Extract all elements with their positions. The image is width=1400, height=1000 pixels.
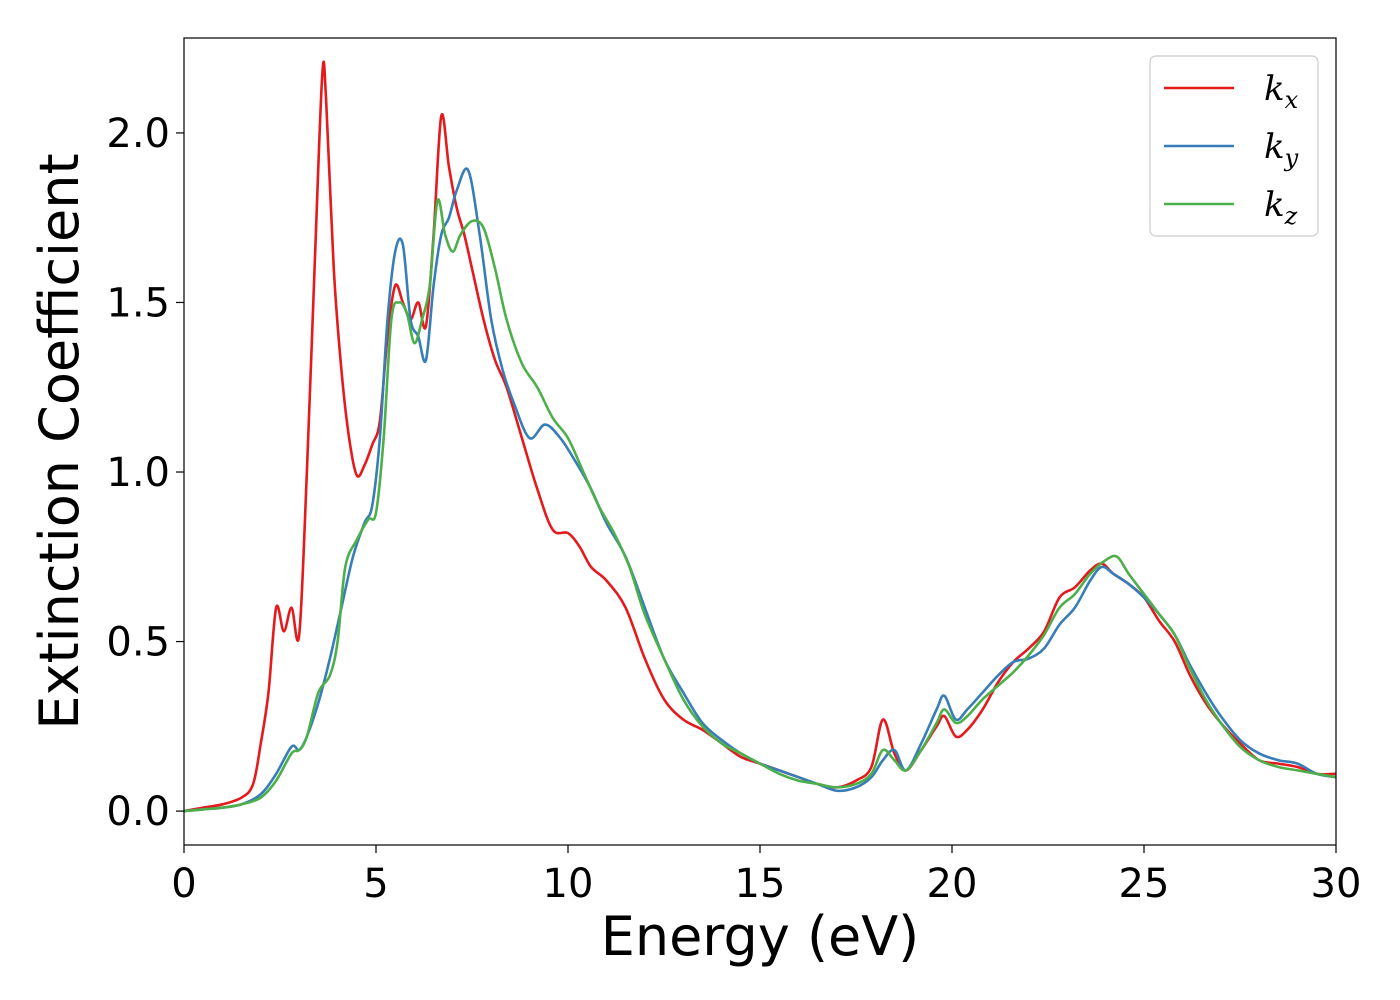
series-line-kz [183, 198, 1337, 813]
x-tick-label: 5 [363, 861, 388, 907]
x-tick-label: 20 [927, 861, 978, 907]
series-line-ky [183, 167, 1337, 813]
y-axis-label: Extinction Coefficient [28, 153, 91, 729]
legend-subscript: z [1284, 202, 1298, 230]
y-tick-label: 1.5 [106, 280, 170, 326]
series-layer [183, 60, 1337, 813]
legend-label-kx: kx [1264, 69, 1299, 114]
x-tick-label: 15 [735, 861, 786, 907]
legend-subscript: x [1285, 86, 1299, 114]
ticks-layer: 0 5 10 15 20 25 30 0.0 0.5 1.0 1.5 2.0 [106, 111, 1361, 907]
x-axis-label: Energy (eV) [601, 905, 920, 968]
y-tick-label: 0.0 [106, 789, 170, 835]
legend-subscript: y [1284, 144, 1299, 172]
y-tick-label: 1.0 [106, 450, 170, 496]
y-tick-label: 0.5 [106, 620, 170, 666]
x-tick-label: 25 [1119, 861, 1170, 907]
x-tick-label: 10 [543, 861, 594, 907]
x-tick-label: 30 [1311, 861, 1362, 907]
y-tick-label: 2.0 [106, 111, 170, 157]
series-line-kx [183, 60, 1337, 813]
x-tick-label: 0 [171, 861, 196, 907]
